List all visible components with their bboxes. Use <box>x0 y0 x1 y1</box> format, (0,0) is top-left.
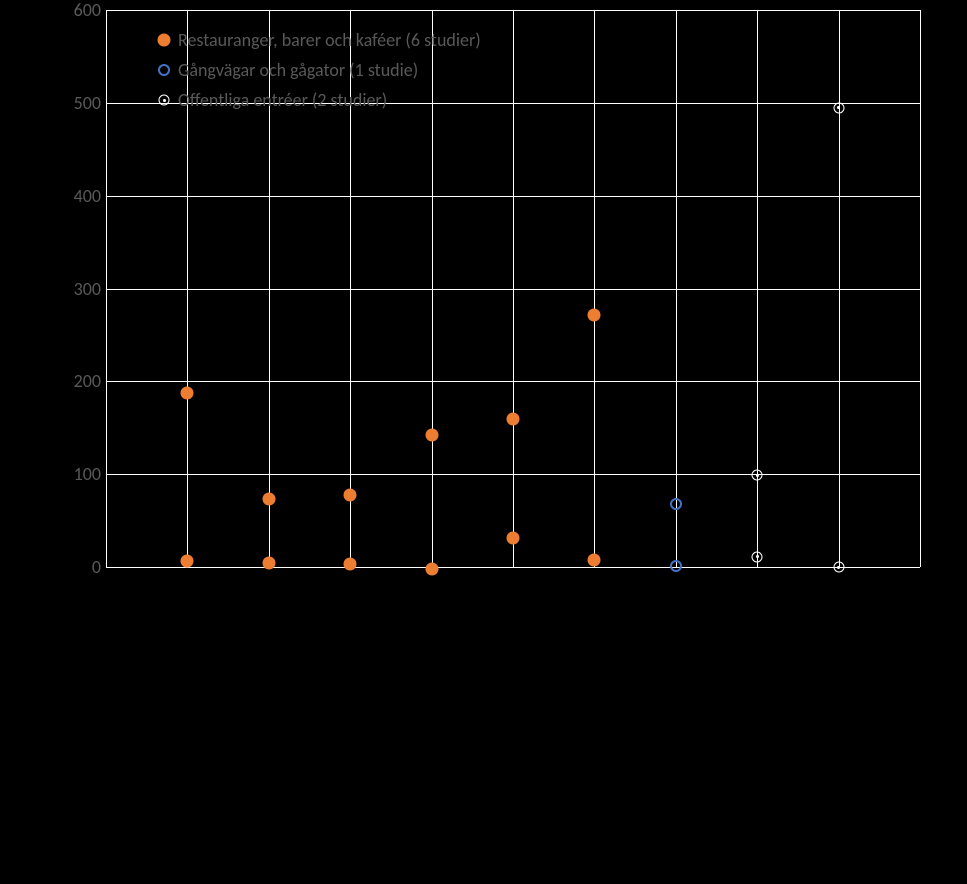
point-restauranger <box>262 493 275 506</box>
point-restauranger <box>262 557 275 570</box>
legend-label-restauranger: Restauranger, barer och kaféer (6 studie… <box>178 29 481 51</box>
point-restauranger <box>344 488 357 501</box>
point-restauranger <box>425 429 438 442</box>
y-tick-label: 0 <box>51 556 101 578</box>
point-gangvagar <box>670 560 682 572</box>
legend-label-offentliga: Offentliga entréer (2 studier) <box>178 89 387 111</box>
grid-line-x <box>594 10 595 567</box>
legend-label-gangvagar: Gångvägar och gågator (1 studie) <box>178 59 418 81</box>
y-tick-label: 600 <box>51 0 101 21</box>
y-tick-label: 500 <box>51 92 101 114</box>
grid-line-x <box>432 10 433 567</box>
grid-line-x <box>757 10 758 567</box>
grid-line-y <box>106 567 920 568</box>
point-offentliga <box>752 470 763 481</box>
point-offentliga <box>833 562 844 573</box>
point-restauranger <box>181 386 194 399</box>
point-offentliga <box>833 102 844 113</box>
point-offentliga <box>752 551 763 562</box>
grid-line-x <box>513 10 514 567</box>
grid-line-x <box>676 10 677 567</box>
y-tick-label: 400 <box>51 185 101 207</box>
grid-line-x <box>106 10 107 567</box>
point-restauranger <box>425 563 438 576</box>
y-tick-label: 200 <box>51 370 101 392</box>
y-tick-label: 300 <box>51 278 101 300</box>
legend-marker-restauranger <box>158 34 171 47</box>
y-tick-label: 100 <box>51 463 101 485</box>
grid-line-x <box>839 10 840 567</box>
point-restauranger <box>588 553 601 566</box>
grid-line-x <box>920 10 921 567</box>
point-restauranger <box>344 558 357 571</box>
point-gangvagar <box>670 498 682 510</box>
legend-marker-gangvagar <box>158 64 170 76</box>
point-restauranger <box>181 554 194 567</box>
scatter-chart: 0 100 200 300 400 500 600 Restauranger, barer o… <box>0 0 967 884</box>
point-restauranger <box>507 532 520 545</box>
point-restauranger <box>507 412 520 425</box>
point-restauranger <box>588 308 601 321</box>
legend-marker-offentliga <box>159 95 170 106</box>
